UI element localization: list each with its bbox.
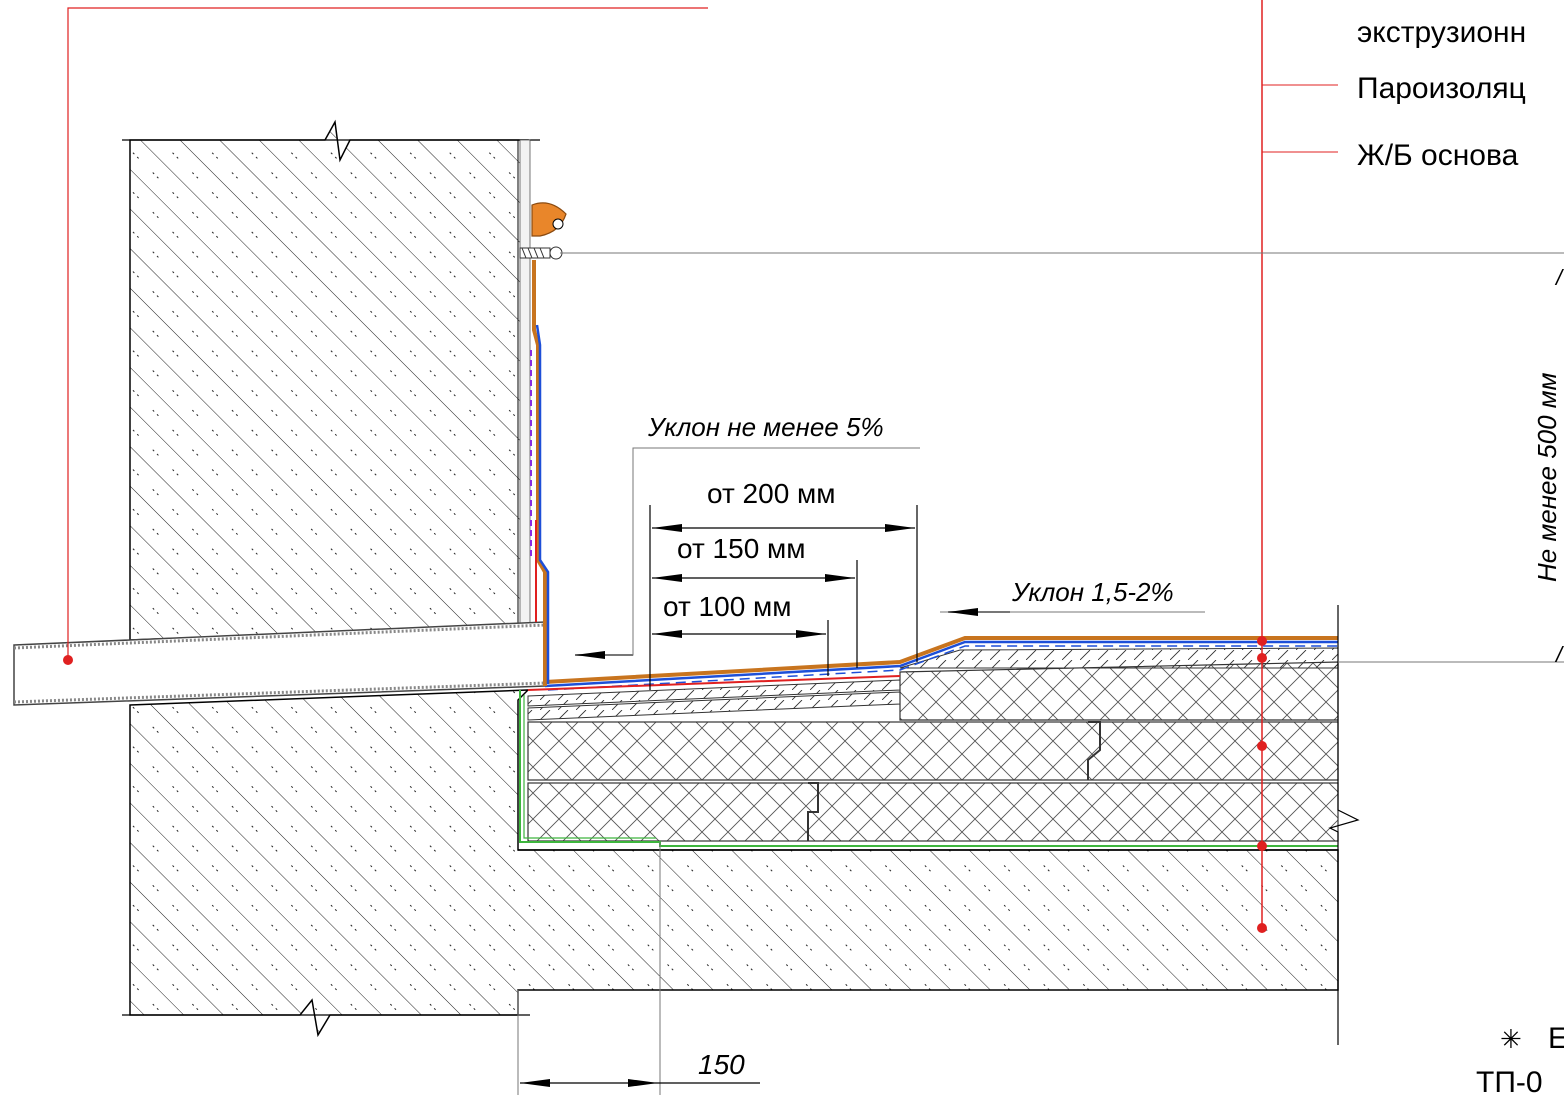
footer-letter: Е bbox=[1548, 1022, 1564, 1055]
leader-dots bbox=[63, 636, 1267, 933]
parapet-slope-label: Уклон не менее 5% bbox=[647, 412, 884, 442]
dim-bottom-label: 150 bbox=[698, 1049, 745, 1080]
dim-vertical-tick-bottom: / bbox=[1554, 642, 1564, 667]
edge-clamp bbox=[519, 202, 567, 260]
dim-100-label: от 100 мм bbox=[663, 591, 792, 622]
roof-buildup bbox=[518, 260, 1360, 1045]
dimension-lines bbox=[520, 505, 918, 1087]
dim-200-label: от 200 мм bbox=[707, 478, 836, 509]
footer-code: ТП-0 bbox=[1476, 1066, 1543, 1095]
wall-plaster bbox=[519, 139, 531, 626]
callout-rc-base: Ж/Б основа bbox=[1357, 139, 1519, 172]
leader-lines bbox=[67, 0, 1338, 928]
dim-150-label: от 150 мм bbox=[677, 533, 806, 564]
dim-vertical-label: Не менее 500 мм bbox=[1532, 372, 1562, 582]
callout-vapor-barrier: Пароизоляц bbox=[1357, 72, 1526, 105]
callout-xps: экструзионн bbox=[1357, 16, 1526, 49]
wall-masonry bbox=[122, 119, 1339, 1038]
footer-star: ✳ bbox=[1500, 1024, 1522, 1054]
roof-slope-label: Уклон 1,5-2% bbox=[1011, 577, 1174, 607]
dim-vertical-tick-top: / bbox=[1554, 265, 1564, 290]
